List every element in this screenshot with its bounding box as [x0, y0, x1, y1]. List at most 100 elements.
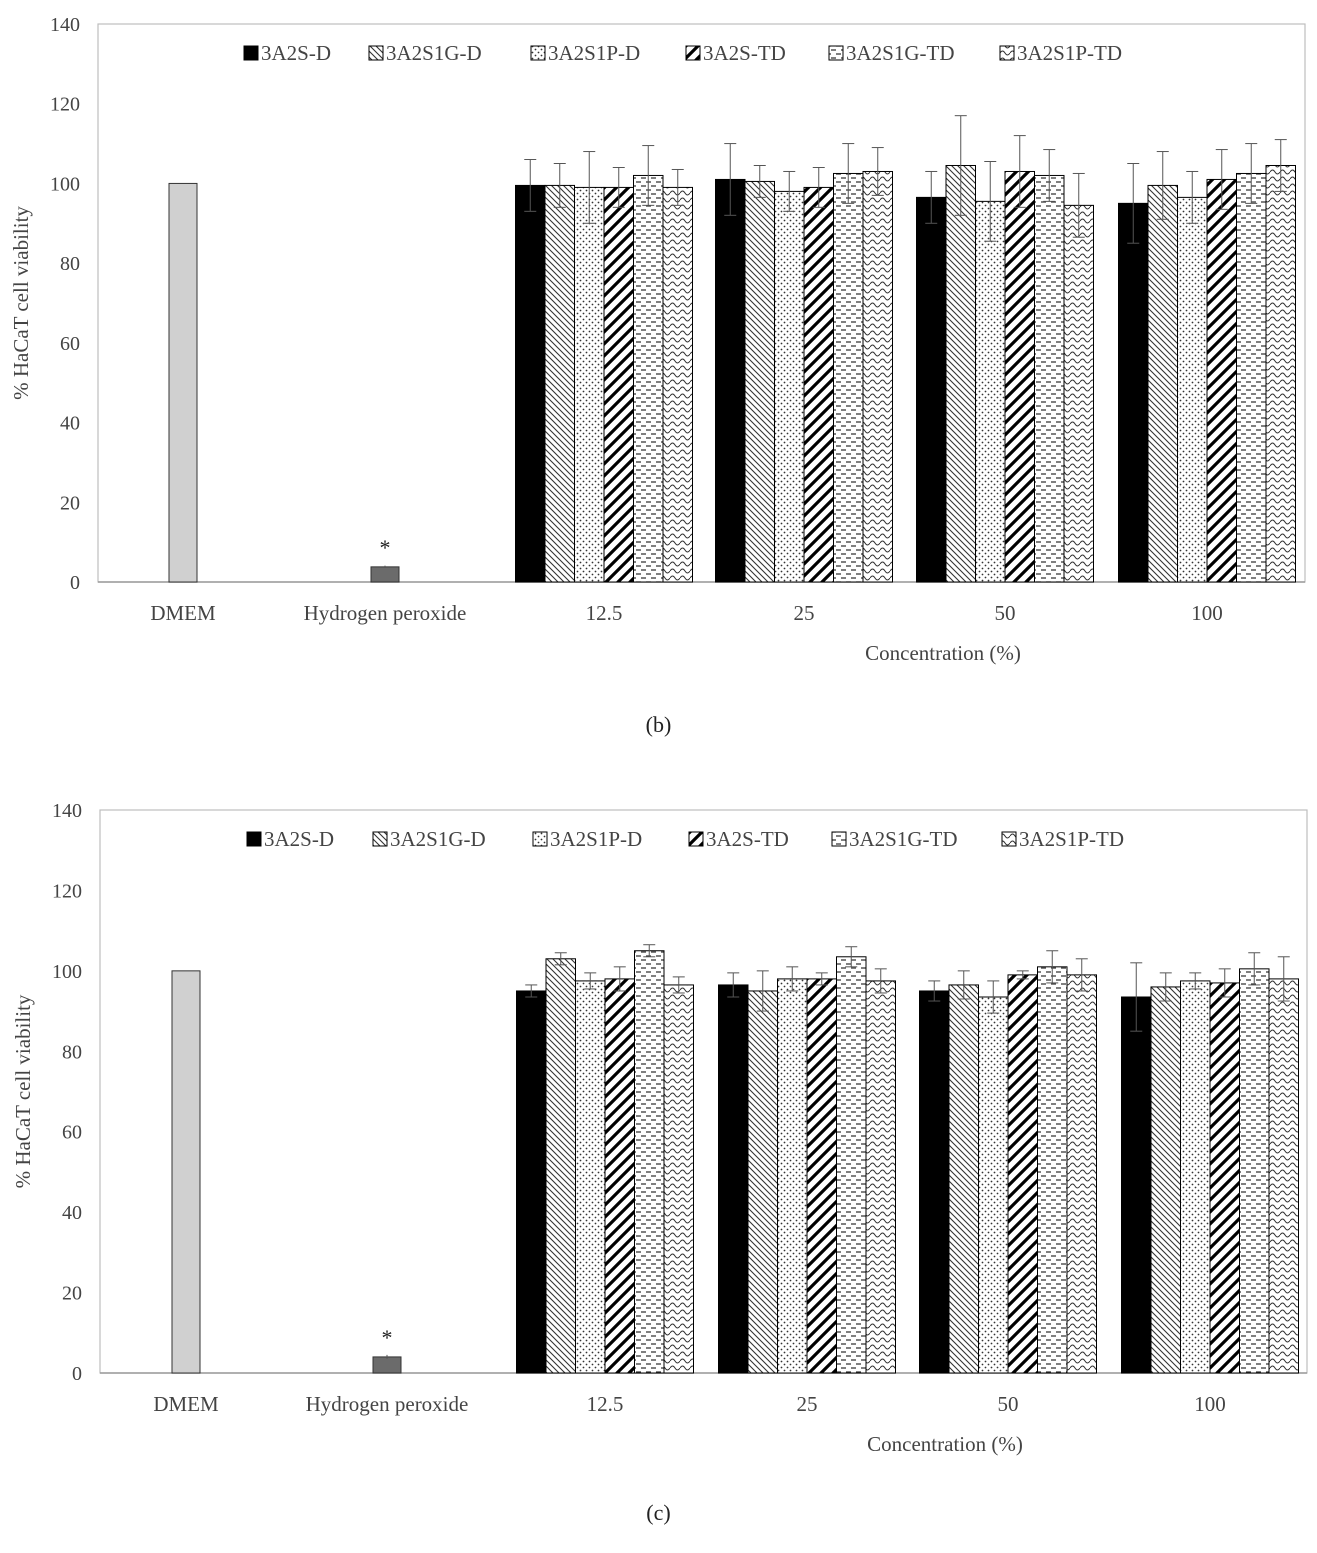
chart-1-y-axis-label: % HaCaT cell viability — [11, 994, 35, 1188]
chart-0-x-tick-label: 100 — [1191, 601, 1223, 625]
chart-1-legend-label: 3A2S-TD — [706, 827, 789, 851]
chart-0-control-bar — [370, 566, 400, 583]
chart-0-control-bar — [168, 182, 198, 583]
chart-1-legend-swatch — [372, 831, 388, 847]
chart-1-bar — [806, 978, 837, 1374]
chart-0-y-tick-label: 40 — [60, 413, 80, 435]
chart-0-bar — [975, 200, 1006, 583]
chart-0-x-tick-label: Hydrogen peroxide — [304, 601, 467, 625]
chart-1-bar — [747, 990, 778, 1374]
chart-0-bar — [1063, 204, 1094, 583]
chart-0-bar — [1004, 170, 1035, 583]
chart-0-y-tick-label: 20 — [60, 492, 80, 514]
chart-1-bar — [978, 996, 1009, 1374]
chart-0-y-tick-label: 60 — [60, 333, 80, 355]
chart-0-legend-label: 3A2S1G-TD — [846, 41, 955, 65]
chart-1-bar — [1121, 996, 1152, 1374]
chart-1-legend-label: 3A2S1P-D — [550, 827, 642, 851]
chart-1-y-tick-label: 40 — [62, 1202, 82, 1224]
chart-0-bar — [803, 186, 834, 583]
chart-0-legend-label: 3A2S1G-D — [386, 41, 482, 65]
chart-0-x-tick-label: 50 — [995, 601, 1016, 625]
chart-1-bar — [718, 984, 749, 1374]
chart-panel-c: 0 20 40 60 80 100 120 140 % HaCaT cell viability… — [0, 790, 1317, 1553]
chart-0-bar — [633, 174, 664, 583]
chart-1-bar — [1268, 978, 1299, 1374]
chart-1-significance-marker: * — [382, 1325, 393, 1350]
chart-1-y-tick-label: 100 — [52, 961, 82, 983]
chart-0-legend-swatch — [685, 45, 701, 61]
panel-caption-c: (c) — [646, 1500, 671, 1525]
chart-0-y-tick-label: 100 — [50, 173, 80, 195]
chart-1-y-tick-label: 0 — [72, 1363, 82, 1385]
chart-1-bar — [604, 978, 635, 1374]
chart-0-legend-swatch — [999, 45, 1015, 61]
chart-0-bar — [603, 186, 634, 583]
chart-1-bar — [1180, 980, 1211, 1374]
chart-1-legend-label: 3A2S1P-TD — [1019, 827, 1124, 851]
panel-caption-b: (b) — [645, 712, 672, 737]
chart-1-x-tick-label: 12.5 — [587, 1392, 624, 1416]
chart-1-legend-swatch — [831, 831, 847, 847]
chart-1-legend-swatch — [532, 831, 548, 847]
chart-1-y-tick-label: 140 — [52, 800, 82, 822]
chart-1-x-axis-label: Concentration (%) — [867, 1432, 1023, 1456]
chart-0-legend-label: 3A2S-TD — [703, 41, 786, 65]
chart-1-bar — [948, 984, 979, 1374]
chart-0-significance-marker: * — [380, 535, 391, 560]
chart-0-y-tick-label: 120 — [50, 94, 80, 116]
chart-1-y-tick-label: 80 — [62, 1041, 82, 1063]
chart-1-bar — [777, 978, 808, 1374]
chart-0-bar — [574, 186, 605, 583]
chart-1-legend-swatch — [1001, 831, 1017, 847]
chart-1-x-tick-label: 100 — [1194, 1392, 1226, 1416]
bar-chart-c: 0 20 40 60 80 100 120 140 % HaCaT cell viability… — [11, 800, 1308, 1456]
chart-1-x-tick-label: 25 — [797, 1392, 818, 1416]
chart-0-bar — [1147, 184, 1178, 583]
chart-0-legend-swatch — [530, 45, 546, 61]
chart-0-legend-swatch — [828, 45, 844, 61]
chart-1-bar — [1007, 974, 1038, 1374]
chart-0-x-axis-label: Concentration (%) — [865, 641, 1021, 665]
chart-0-y-axis-label: % HaCaT cell viability — [9, 206, 33, 400]
chart-0-bar — [833, 172, 864, 583]
chart-1-legend-label: 3A2S1G-D — [390, 827, 486, 851]
chart-0-bar — [544, 184, 575, 583]
chart-1-bar — [865, 980, 896, 1374]
chart-0-x-tick-label: DMEM — [150, 601, 216, 625]
chart-1-legend-label: 3A2S-D — [264, 827, 334, 851]
chart-1-control-bar — [171, 970, 201, 1374]
chart-1-bar — [663, 984, 694, 1374]
bar-chart-b: 0 20 40 60 80 100 120 140 % HaCaT cell viability… — [9, 14, 1306, 665]
chart-1-bar — [545, 958, 576, 1374]
chart-1-bar — [516, 990, 547, 1374]
chart-0-legend-label: 3A2S1P-D — [548, 41, 640, 65]
chart-0-legend-label: 3A2S-D — [261, 41, 331, 65]
chart-1-bar — [575, 980, 606, 1374]
chart-0-bar — [945, 164, 976, 583]
chart-0-bar — [916, 196, 947, 583]
chart-0-x-tick-label: 12.5 — [586, 601, 623, 625]
chart-0-legend-label: 3A2S1P-TD — [1017, 41, 1122, 65]
chart-1-x-tick-label: DMEM — [153, 1392, 219, 1416]
chart-1-bar — [1066, 974, 1097, 1374]
chart-0-bar — [1118, 202, 1149, 583]
chart-0-y-tick-label: 0 — [70, 572, 80, 594]
chart-1-bar — [1209, 982, 1240, 1374]
chart-1-bar — [919, 990, 950, 1374]
chart-0-x-tick-label: 25 — [794, 601, 815, 625]
chart-1-x-tick-label: Hydrogen peroxide — [306, 1392, 469, 1416]
chart-0-bar — [1034, 174, 1065, 583]
chart-0-bar — [715, 178, 746, 583]
chart-0-bar — [662, 186, 693, 583]
chart-0-bar — [1265, 164, 1296, 583]
chart-1-x-tick-label: 50 — [998, 1392, 1019, 1416]
chart-0-y-tick-label: 80 — [60, 253, 80, 275]
chart-1-y-tick-label: 60 — [62, 1122, 82, 1144]
chart-0-bar — [1236, 172, 1267, 583]
chart-1-bar — [634, 950, 665, 1374]
chart-0-bar — [744, 180, 775, 583]
chart-1-bar — [1150, 986, 1181, 1374]
chart-0-legend-swatch — [243, 45, 259, 61]
chart-1-legend-swatch — [688, 831, 704, 847]
